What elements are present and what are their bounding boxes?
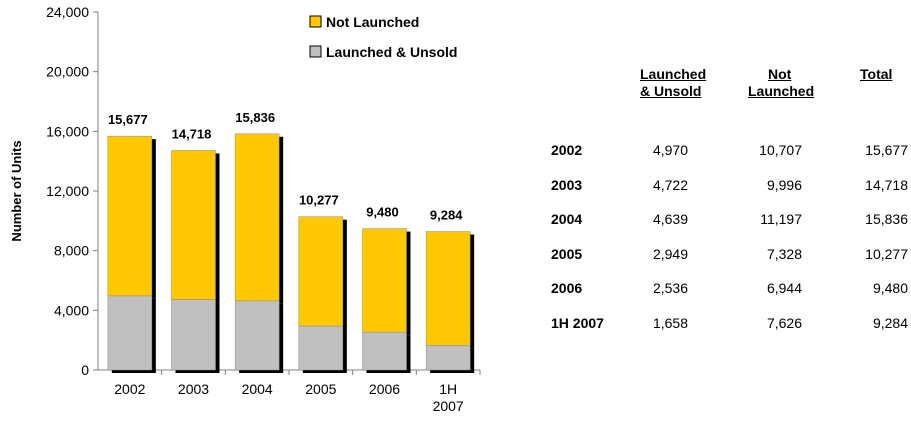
header-launched-unsold-line2: & Unsold	[640, 83, 702, 99]
cell-launched-unsold: 2,949	[652, 246, 688, 262]
cell-total: 9,480	[872, 280, 908, 296]
cell-total: 14,718	[865, 177, 908, 193]
row-label: 2004	[551, 211, 583, 227]
bar-segment-launched-unsold	[362, 331, 407, 371]
bar-total-label: 9,284	[430, 208, 463, 223]
x-tick-label: 2004	[242, 381, 273, 397]
legend-swatch-1	[309, 45, 322, 58]
cell-not-launched: 6,944	[766, 280, 802, 296]
y-axis-title: Number of Units	[9, 140, 24, 241]
bar-segment-not-launched	[171, 150, 216, 300]
x-tick-label: 2003	[178, 381, 209, 397]
bar-total-label: 15,677	[108, 112, 148, 127]
header-not-launched-line2: Launched	[748, 83, 815, 99]
row-label: 1H 2007	[551, 315, 604, 331]
bar-segment-launched-unsold	[425, 345, 471, 371]
cell-not-launched: 7,328	[766, 246, 802, 262]
x-tick-label: 2002	[114, 381, 145, 397]
bar-segment-launched-unsold	[107, 295, 153, 371]
cell-total: 15,836	[865, 211, 908, 227]
y-tick-label: 16,000	[46, 123, 89, 139]
y-tick-label: 20,000	[46, 64, 89, 80]
table-row: 2003 4,722 9,996 14,718	[0, 177, 911, 197]
cell-not-launched: 9,996	[766, 177, 802, 193]
cell-total: 9,284	[872, 315, 908, 331]
cell-launched-unsold: 4,639	[652, 211, 688, 227]
cell-total: 10,277	[865, 246, 908, 262]
header-not-launched: Not Launched	[748, 66, 838, 100]
cell-launched-unsold: 4,970	[652, 142, 688, 158]
bar-segment-not-launched	[425, 231, 471, 346]
table-row: 2004 4,639 11,197 15,836	[0, 211, 911, 231]
y-tick-label: 24,000	[46, 4, 89, 20]
header-total-line1: Total	[860, 66, 893, 82]
table-row: 2005 2,949 7,328 10,277	[0, 246, 911, 266]
cell-launched-unsold: 1,658	[652, 315, 688, 331]
row-label: 2006	[551, 280, 583, 296]
cell-total: 15,677	[865, 142, 908, 158]
x-tick-label: 2005	[305, 381, 336, 397]
bar-segment-not-launched	[298, 216, 344, 327]
row-label: 2002	[551, 142, 583, 158]
cell-not-launched: 7,626	[766, 315, 802, 331]
row-label: 2003	[551, 177, 583, 193]
cell-launched-unsold: 4,722	[652, 177, 688, 193]
bar-total-label: 9,480	[366, 205, 399, 220]
header-not-launched-line1: Not	[768, 66, 792, 82]
bar-segment-launched-unsold	[298, 325, 344, 371]
bar-segment-launched-unsold	[171, 299, 216, 371]
bar-total-label: 15,836	[235, 110, 275, 125]
cell-launched-unsold: 2,536	[652, 280, 688, 296]
header-launched-unsold-line1: Launched	[640, 66, 707, 82]
bar-segment-launched-unsold	[234, 300, 280, 371]
x-tick-label: 1H	[439, 381, 457, 397]
legend-label: Not Launched	[326, 14, 419, 30]
cell-not-launched: 10,707	[759, 142, 802, 158]
bar-total-label: 10,277	[299, 193, 339, 208]
legend-swatch-0	[309, 15, 322, 28]
bar-segment-not-launched	[362, 228, 407, 333]
cell-not-launched: 11,197	[760, 211, 802, 227]
row-label: 2005	[551, 246, 583, 262]
x-tick-label: 2006	[369, 381, 400, 397]
bar-segment-not-launched	[234, 133, 280, 302]
bar-total-label: 14,718	[172, 126, 212, 141]
header-total: Total	[860, 66, 910, 83]
table-row: 2002 4,970 10,707 15,677	[0, 142, 911, 162]
table-row: 1H 2007 1,658 7,626 9,284	[0, 315, 911, 335]
table-row: 2006 2,536 6,944 9,480	[0, 280, 911, 300]
legend-label: Launched & Unsold	[326, 44, 457, 60]
x-tick-label: 2007	[433, 398, 464, 414]
y-tick-label: 12,000	[46, 183, 89, 199]
y-tick-label: 8,000	[54, 243, 89, 259]
header-launched-unsold: Launched & Unsold	[640, 66, 730, 100]
bar-segment-not-launched	[107, 135, 153, 297]
y-tick-label: 0	[81, 362, 89, 378]
stacked-bar-chart: 0 4,000 8,000 12,000 16,000 20,000 24,000 Numbe…	[9, 4, 481, 414]
y-tick-label: 4,000	[54, 302, 89, 318]
